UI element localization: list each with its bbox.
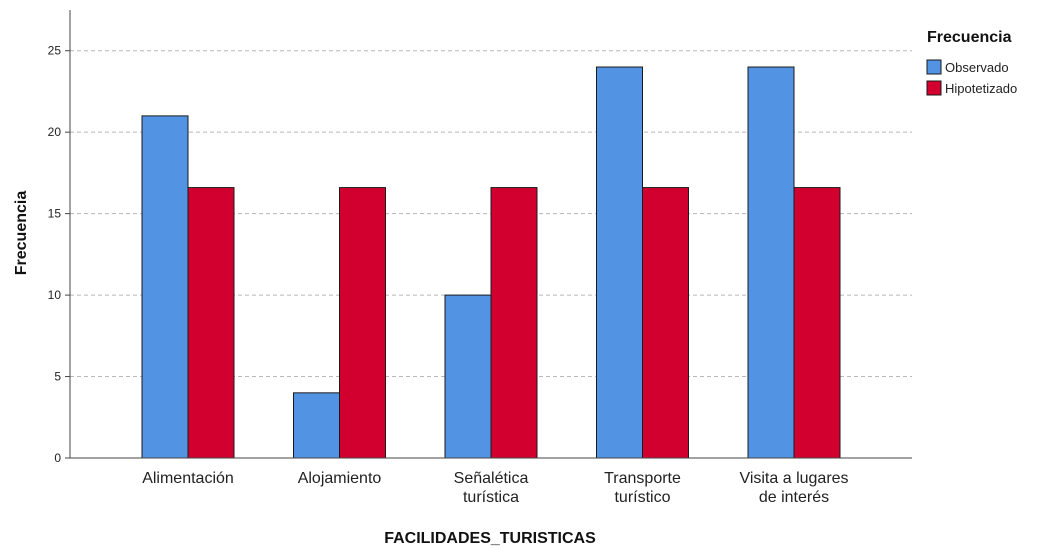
legend-swatch <box>926 59 942 75</box>
x-axis-title: FACILIDADES_TURISTICAS <box>384 530 596 547</box>
x-category-line: turístico <box>614 489 670 506</box>
x-category-label: Señalética turística <box>454 470 529 506</box>
y-tick-label: 10 <box>48 288 62 302</box>
x-category-line: Señalética <box>454 470 529 487</box>
bar-hipotetizado <box>793 187 841 459</box>
bar-hipotetizado <box>187 187 235 459</box>
legend-label: Observado <box>945 60 1009 75</box>
bar-hipotetizado <box>642 187 689 459</box>
y-tick-label: 20 <box>48 125 62 139</box>
x-category-label: Alojamiento <box>298 470 382 487</box>
x-category-line: turística <box>463 489 519 506</box>
x-category-line: Alimentación <box>142 470 234 487</box>
legend-swatch <box>926 80 942 96</box>
axes <box>65 10 912 459</box>
x-category-line: Alojamiento <box>298 470 382 487</box>
bar-hipotetizado <box>339 187 386 459</box>
x-category-label: Alimentación <box>142 470 234 487</box>
x-category-label: Transporte turístico <box>604 470 681 506</box>
x-category-line: Transporte <box>604 470 681 487</box>
bar-observado <box>293 392 340 459</box>
y-tick-label: 0 <box>54 451 61 465</box>
y-tick-label: 25 <box>48 44 62 58</box>
bar-observado <box>747 66 795 459</box>
x-category-label: Visita a lugares de interés <box>739 470 848 506</box>
legend: Frecuencia Observado Hipotetizado <box>926 29 1017 96</box>
x-category-labels: Alimentación Alojamiento Señalética turísti… <box>142 470 848 506</box>
x-category-line: de interés <box>759 489 829 506</box>
legend-title: Frecuencia <box>927 29 1012 46</box>
legend-label: Hipotetizado <box>945 81 1017 96</box>
y-axis-title: Frecuencia <box>13 191 30 276</box>
y-tick-labels: 0 5 10 15 20 25 <box>48 44 62 465</box>
y-tick-label: 5 <box>54 370 61 384</box>
bar-observado <box>444 294 492 459</box>
bars <box>141 66 841 459</box>
y-tick-label: 15 <box>48 207 62 221</box>
x-category-line: Visita a lugares <box>739 470 848 487</box>
bar-observado <box>596 66 643 459</box>
bar-hipotetizado <box>490 187 538 459</box>
bar-observado <box>141 115 189 459</box>
